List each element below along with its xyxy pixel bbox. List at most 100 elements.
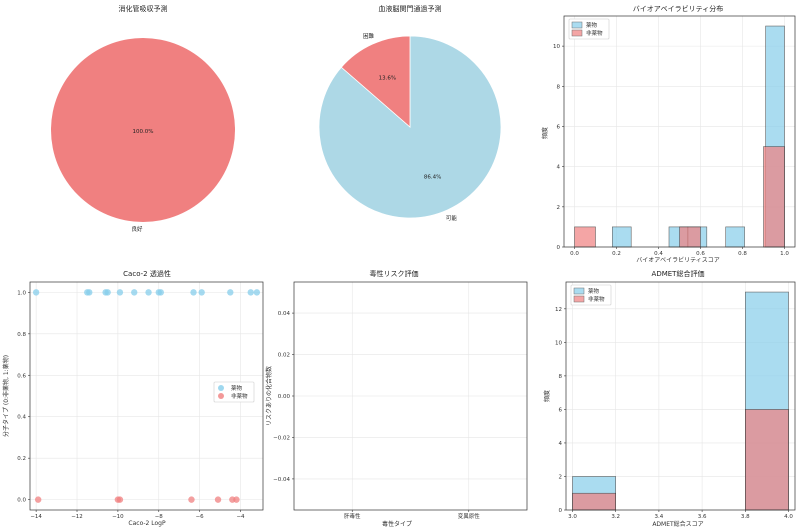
y-tick-label-3: 0.6 <box>17 373 26 379</box>
point-非薬物-2 <box>116 496 124 503</box>
x-tick-label-0: 0.0 <box>570 251 579 257</box>
legend-swatch-0 <box>218 385 224 391</box>
point-薬物-5 <box>116 289 124 296</box>
y-tick-label-5: 1.0 <box>17 290 26 296</box>
bar-非薬物-1 <box>745 409 789 511</box>
y-tick-label-1: 0.2 <box>17 456 26 462</box>
y-tick-label-6: 12 <box>555 307 562 313</box>
bar-toxicity: −0.04 −0.02 0.00 0.02 0.04 肝毒性 変異原性 <box>273 281 528 520</box>
point-薬物-13 <box>247 289 254 296</box>
x-tick-label-3: 0.6 <box>696 251 705 257</box>
y-tick-label-5: 10 <box>553 44 560 50</box>
y-tick-label-5: 10 <box>555 340 562 346</box>
point-薬物-10 <box>190 289 197 296</box>
point-薬物-12 <box>227 289 234 296</box>
legend-label-0: 薬物 <box>586 21 598 29</box>
pie-label-0: 可能 <box>446 214 458 222</box>
chart5-ylabel: リスクありの化合物数 <box>265 366 273 426</box>
point-薬物-6 <box>131 289 138 296</box>
x-tick-label-3: −8 <box>155 514 164 520</box>
x-tick-label-1: −12 <box>71 514 83 520</box>
legend-swatch-1 <box>571 29 583 37</box>
bar-薬物-3 <box>725 226 745 248</box>
y-tick-label-4: 8 <box>559 374 563 380</box>
bar-非薬物-0 <box>574 226 596 248</box>
legend-label-0: 薬物 <box>231 384 243 392</box>
bar-薬物-0 <box>611 226 632 248</box>
axes-frame <box>29 281 264 511</box>
legend-swatch-0 <box>571 21 583 29</box>
y-tick-label-3: 6 <box>559 407 563 413</box>
x-tick-label-1: 3.2 <box>611 514 620 520</box>
point-薬物-2 <box>86 289 93 296</box>
x-tick-label-2: 0.4 <box>654 251 663 257</box>
chart5-xlabel: 毒性タイプ <box>382 520 412 528</box>
x-tick-label-2: −10 <box>112 514 124 520</box>
point-薬物-9 <box>157 289 165 296</box>
chart2-title: 血液脳関門通過予測 <box>379 4 442 13</box>
pie-label-1: 困難 <box>363 32 375 40</box>
legend-box <box>213 381 255 403</box>
chart4-title: Caco-2 透過性 <box>123 269 171 278</box>
axes-frame <box>293 281 528 511</box>
point-薬物-4 <box>104 289 111 296</box>
y-tick-label-2: 4 <box>557 165 561 171</box>
pie-slice-1 <box>340 35 411 128</box>
y-tick-label-3: 6 <box>557 124 561 130</box>
point-薬物-0 <box>32 289 40 296</box>
chart3-title: バイオアベイラビリティ分布 <box>633 4 723 13</box>
pie-pct-label-1: 13.6% <box>379 75 396 81</box>
point-薬物-11 <box>198 289 205 296</box>
axes-frame <box>565 281 796 511</box>
bar-非薬物-0 <box>572 492 616 511</box>
x-tick-label-4: −6 <box>196 514 205 520</box>
pie-chart-bbb: 86.4% 可能 13.6% 困難 <box>318 32 502 222</box>
point-薬物-14 <box>253 289 261 296</box>
chart3-xlabel: バイオアベイラビリティスコア <box>636 256 720 264</box>
axes-frame <box>563 15 796 248</box>
x-tick-label-3: 3.6 <box>698 514 707 520</box>
point-非薬物-0 <box>34 496 42 503</box>
legend-swatch-1 <box>573 295 585 303</box>
chart3-ylabel: 頻度 <box>541 127 549 139</box>
legend-label-1: 非薬物 <box>588 295 605 303</box>
y-tick-label-1: 2 <box>557 205 561 211</box>
chart6-title: ADMET総合評価 <box>652 269 705 278</box>
x-tick-label-0: 肝毒性 <box>344 512 361 520</box>
y-tick-label-2: 0.4 <box>17 415 26 421</box>
pie-label-0: 良好 <box>131 225 143 233</box>
x-tick-label-5: 4.0 <box>784 514 793 520</box>
y-tick-label-3: 0.02 <box>278 353 290 359</box>
point-薬物-7 <box>145 289 152 296</box>
bar-非薬物-1 <box>679 226 701 248</box>
chart6-xlabel: ADMET総合スコア <box>652 520 703 528</box>
y-tick-label-0: 0 <box>559 508 563 514</box>
y-tick-label-4: 0.04 <box>278 311 291 317</box>
y-tick-label-1: −0.02 <box>273 435 290 441</box>
x-tick-label-4: 3.8 <box>741 514 750 520</box>
chart4-xlabel: Caco-2 LogP <box>128 520 166 527</box>
x-tick-label-5: −4 <box>236 514 245 520</box>
y-tick-label-2: 4 <box>559 441 563 447</box>
chart4-ylabel: 分子タイプ (0:非薬物, 1:薬物) <box>2 355 10 437</box>
x-tick-label-0: 3.0 <box>568 514 577 520</box>
pie-chart-absorption: 100.0% 良好 <box>51 38 235 233</box>
chart6-ylabel: 頻度 <box>543 390 551 402</box>
point-非薬物-3 <box>188 496 195 503</box>
point-非薬物-6 <box>233 496 240 503</box>
y-tick-label-4: 8 <box>557 84 561 90</box>
x-tick-label-5: 1.0 <box>780 251 789 257</box>
x-tick-label-1: 変異原性 <box>458 512 481 520</box>
y-tick-label-0: 0 <box>557 245 561 251</box>
legend-swatch-1 <box>218 393 224 399</box>
y-tick-label-1: 2 <box>559 474 563 480</box>
legend-label-0: 薬物 <box>588 287 600 295</box>
x-tick-label-4: 0.8 <box>738 251 747 257</box>
x-tick-label-2: 3.4 <box>655 514 664 520</box>
x-tick-label-1: 0.2 <box>612 251 621 257</box>
y-tick-label-4: 0.8 <box>17 332 26 338</box>
y-tick-label-0: 0.0 <box>17 498 26 504</box>
